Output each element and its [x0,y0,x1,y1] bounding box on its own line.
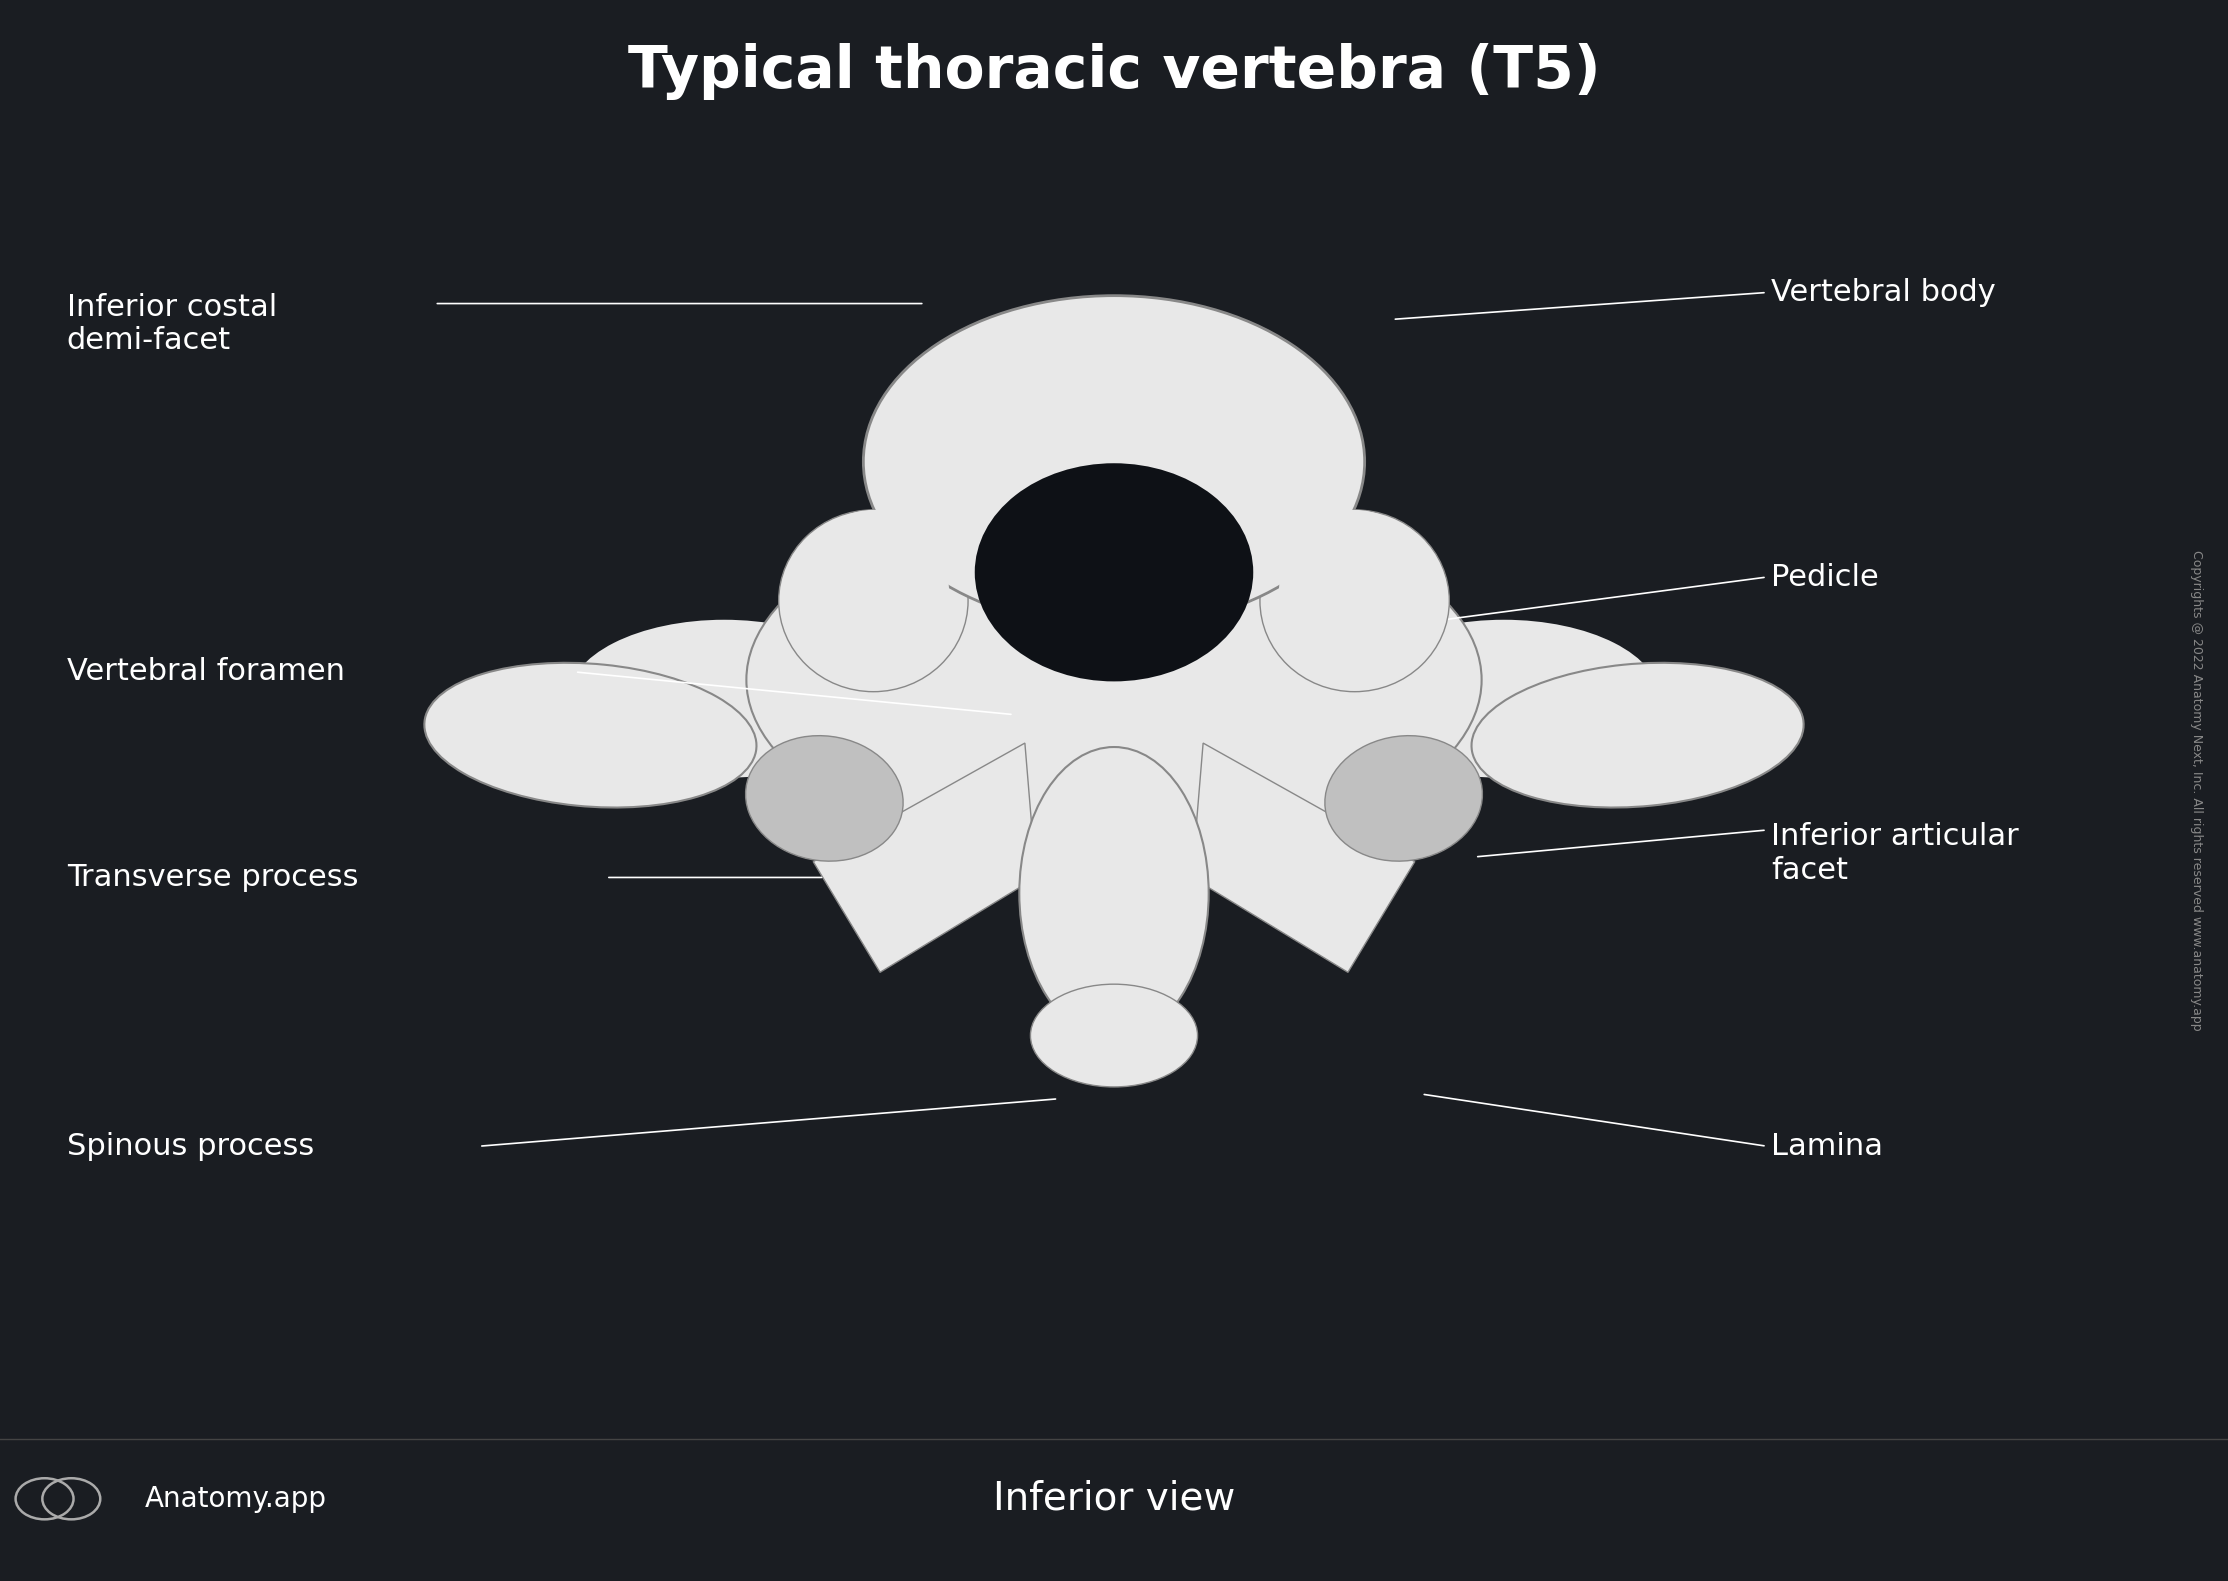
Text: Vertebral body: Vertebral body [1771,278,1996,307]
Ellipse shape [568,620,880,778]
Ellipse shape [976,463,1252,681]
Text: Inferior costal
demi-facet: Inferior costal demi-facet [67,292,276,356]
Ellipse shape [1326,735,1482,862]
Text: Copyrights @ 2022 Anatomy Next, Inc. All rights reserved www.anatomy.app: Copyrights @ 2022 Anatomy Next, Inc. All… [2190,550,2203,1031]
Text: Typical thoracic vertebra (T5): Typical thoracic vertebra (T5) [628,43,1600,100]
Polygon shape [1192,743,1415,972]
Text: Pedicle: Pedicle [1771,563,1878,591]
Ellipse shape [1348,620,1660,778]
Ellipse shape [1020,746,1210,1040]
Ellipse shape [864,296,1364,628]
Text: Spinous process: Spinous process [67,1132,314,1160]
Ellipse shape [1279,509,1430,677]
Ellipse shape [780,509,969,692]
Ellipse shape [423,662,758,808]
Ellipse shape [1029,983,1199,1088]
Text: Anatomy.app: Anatomy.app [145,1485,328,1513]
Polygon shape [813,743,1036,972]
Text: Inferior view: Inferior view [994,1480,1234,1518]
Text: Lamina: Lamina [1771,1132,1883,1160]
Ellipse shape [1470,662,1805,808]
Ellipse shape [798,509,949,677]
Ellipse shape [746,498,1482,862]
Text: Transverse process: Transverse process [67,863,359,892]
Text: Inferior articular
facet: Inferior articular facet [1771,822,2019,885]
Ellipse shape [746,735,902,862]
Text: Vertebral foramen: Vertebral foramen [67,658,345,686]
Ellipse shape [1261,509,1450,692]
